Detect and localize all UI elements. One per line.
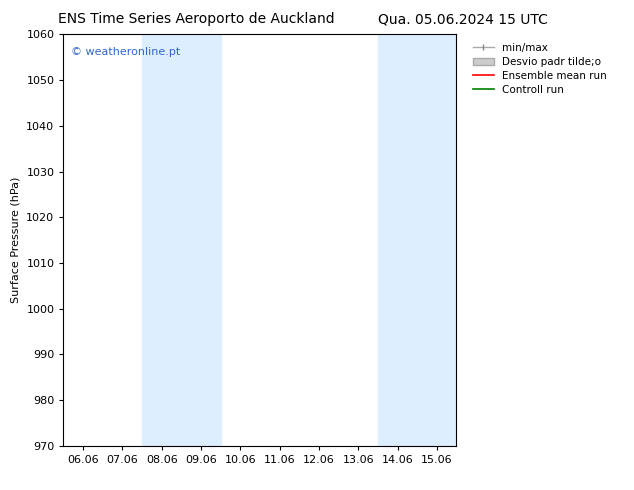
Text: © weatheronline.pt: © weatheronline.pt [71, 47, 181, 57]
Text: ENS Time Series Aeroporto de Auckland: ENS Time Series Aeroporto de Auckland [58, 12, 335, 26]
Y-axis label: Surface Pressure (hPa): Surface Pressure (hPa) [11, 177, 21, 303]
Text: Qua. 05.06.2024 15 UTC: Qua. 05.06.2024 15 UTC [378, 12, 548, 26]
Bar [142, 34, 221, 446]
Legend: min/max, Desvio padr tilde;o, Ensemble mean run, Controll run: min/max, Desvio padr tilde;o, Ensemble m… [470, 40, 610, 98]
Bar [378, 34, 456, 446]
